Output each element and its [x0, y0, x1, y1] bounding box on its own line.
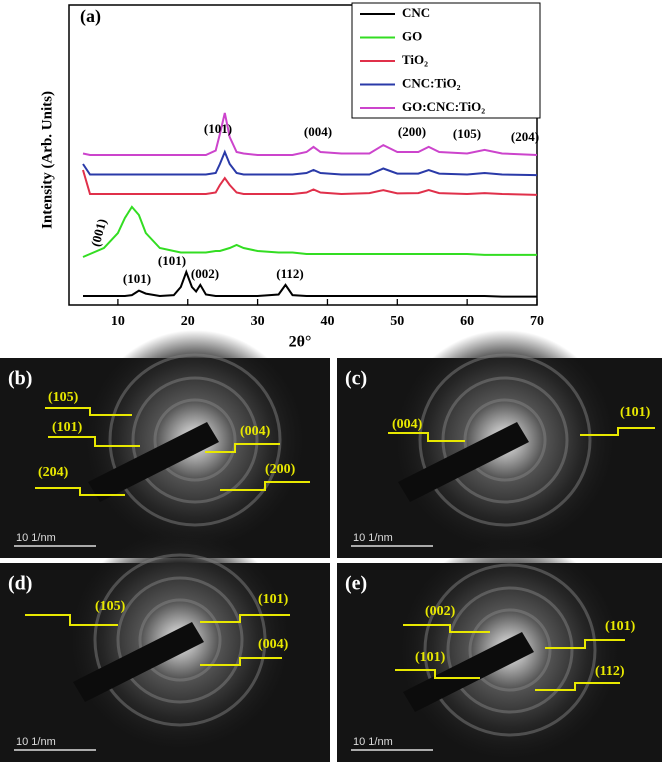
ring-annotation: (004)	[392, 417, 423, 432]
beam-stop	[398, 422, 529, 502]
diffraction-ring	[93, 553, 267, 727]
ring-annotation: (200)	[265, 462, 296, 477]
step-marker	[200, 657, 282, 666]
ring-annotation: (101)	[258, 592, 289, 607]
step-marker	[403, 624, 490, 633]
peak-annotation: (200)	[398, 124, 426, 139]
ring-annotation: (101)	[415, 650, 446, 665]
scale-label: 10 1/nm	[16, 736, 56, 748]
step-marker	[25, 614, 118, 626]
x-tick-label: 40	[320, 314, 334, 329]
series-line	[82, 112, 538, 156]
step-marker	[388, 432, 465, 442]
diffraction-ring	[468, 608, 552, 692]
panel-label: (a)	[80, 6, 101, 27]
peak-annotation: (101)	[204, 121, 232, 136]
beam-stop	[403, 632, 534, 712]
peak-annotation: (101)	[158, 253, 186, 268]
legend-label: CNC	[402, 5, 430, 20]
step-marker	[545, 639, 625, 649]
diffraction-ring	[138, 598, 222, 682]
diffraction-ring	[423, 563, 597, 737]
diffraction-ring	[153, 398, 237, 482]
step-marker	[45, 407, 132, 416]
step-marker	[535, 682, 620, 691]
x-tick-label: 60	[460, 314, 474, 329]
diffraction-ring	[418, 353, 592, 527]
peak-annotation: (101)	[123, 271, 151, 286]
legend-label: GO:CNC:TiO₂	[402, 99, 485, 114]
step-marker	[205, 443, 280, 453]
scale-label: 10 1/nm	[353, 736, 393, 748]
peak-annotation: (002)	[191, 266, 219, 281]
beam-stop	[88, 422, 219, 502]
ring-annotation: (204)	[38, 465, 69, 480]
peak-annotation: (204)	[511, 129, 539, 144]
panel-label: (e)	[345, 573, 367, 595]
ring-annotation: (004)	[258, 637, 289, 652]
ring-annotation: (105)	[95, 599, 126, 614]
ring-annotation: (112)	[595, 664, 625, 679]
beam-stop	[73, 622, 204, 702]
peak-annotation: (105)	[453, 126, 481, 141]
step-marker	[200, 614, 290, 623]
x-tick-label: 10	[111, 314, 125, 329]
ring-annotation: (101)	[605, 619, 636, 634]
diffraction-ring	[446, 586, 574, 714]
step-marker	[35, 487, 125, 496]
x-axis-label: 2θ°	[289, 334, 312, 351]
ring-annotation: (002)	[425, 604, 456, 619]
panel-label: (c)	[345, 368, 367, 390]
step-marker	[220, 481, 310, 491]
step-marker	[48, 436, 140, 447]
series-line	[83, 269, 537, 298]
peak-annotation: (112)	[276, 266, 303, 281]
x-tick-label: 30	[251, 314, 265, 329]
step-marker	[580, 427, 655, 436]
y-axis-label: Intensity (Arb. Units)	[39, 91, 55, 229]
scale-label: 10 1/nm	[16, 532, 56, 544]
panel-label: (b)	[8, 368, 32, 390]
diffraction-ring	[108, 353, 282, 527]
peak-annotation: (001)	[88, 217, 110, 248]
series-line	[82, 169, 538, 196]
step-marker	[395, 669, 480, 679]
ring-annotation: (101)	[620, 405, 651, 420]
peak-annotation: (004)	[304, 124, 332, 139]
x-tick-label: 20	[181, 314, 195, 329]
series-line	[82, 205, 537, 258]
diffraction-ring	[116, 576, 244, 704]
scale-label: 10 1/nm	[353, 532, 393, 544]
x-tick-label: 50	[390, 314, 404, 329]
legend-label: GO	[402, 28, 422, 43]
ring-annotation: (101)	[52, 420, 83, 435]
ring-annotation: (004)	[240, 424, 271, 439]
panel-label: (d)	[8, 573, 32, 595]
ring-annotation: (105)	[48, 390, 79, 405]
series-line	[82, 149, 538, 177]
x-tick-label: 70	[530, 314, 544, 329]
diffraction-ring	[131, 376, 259, 504]
legend-label: TiO₂	[402, 52, 428, 67]
legend-label: CNC:TiO₂	[402, 75, 461, 90]
